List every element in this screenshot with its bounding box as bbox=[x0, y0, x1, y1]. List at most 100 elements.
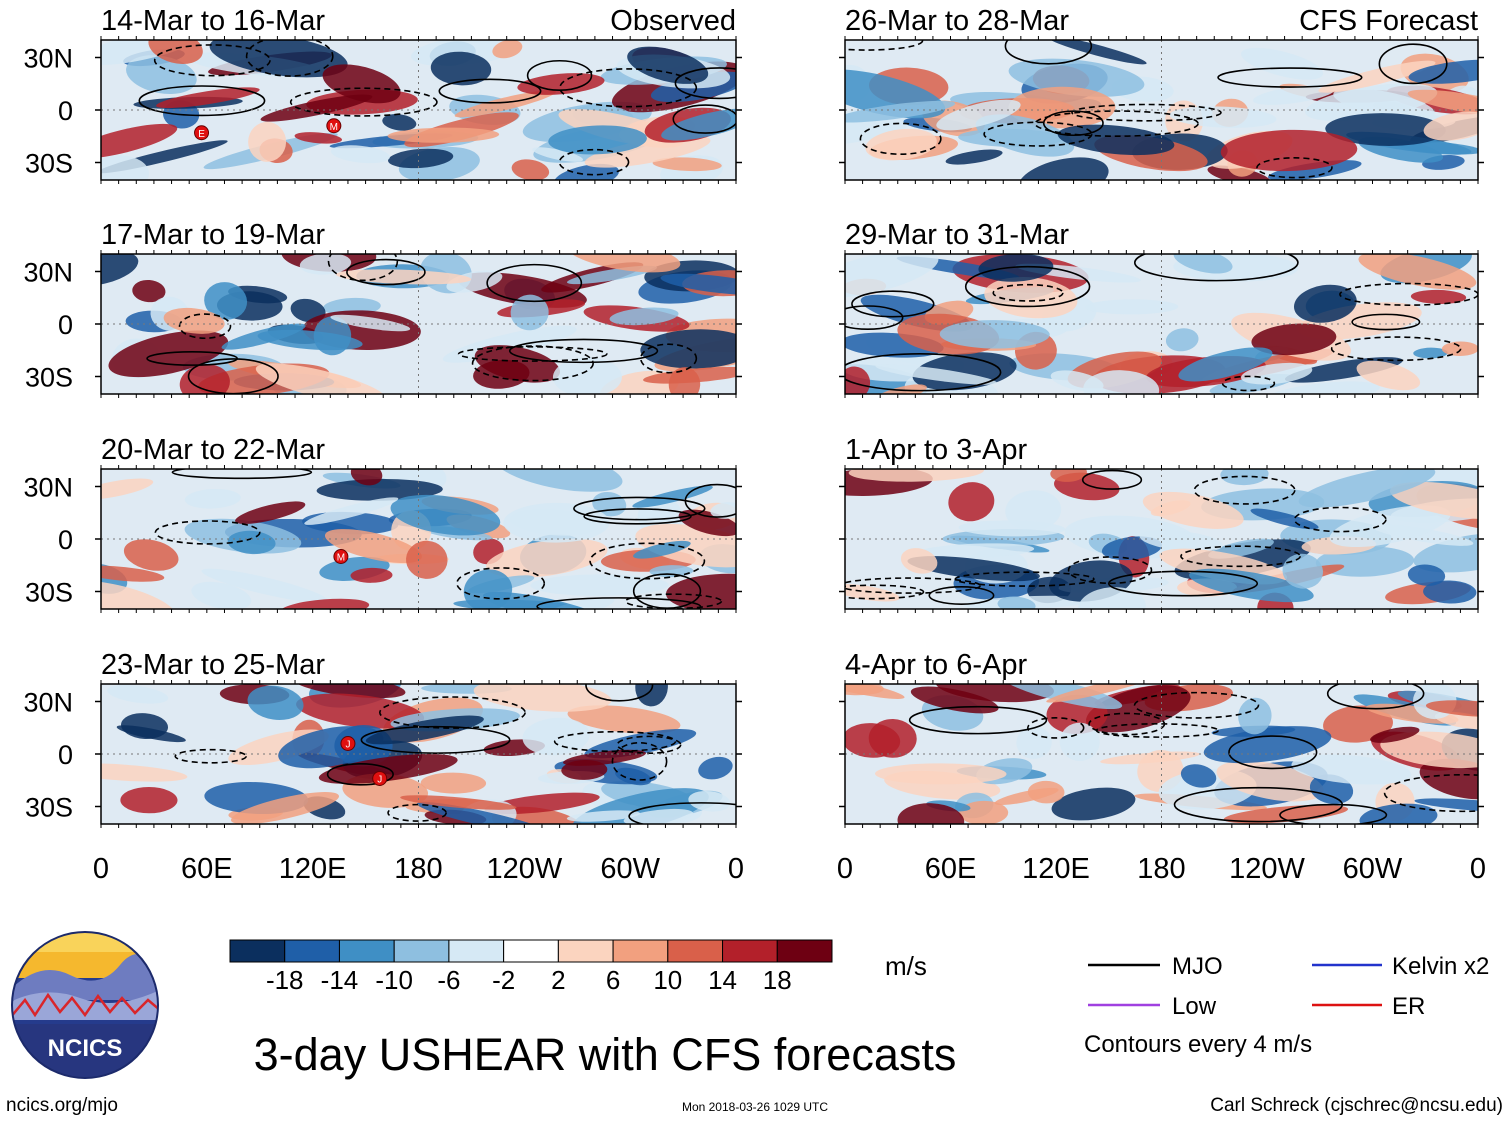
mjo-contour bbox=[526, 59, 593, 92]
storm-marker-label: J bbox=[377, 775, 382, 786]
mjo-contour bbox=[616, 735, 682, 755]
shear-blob bbox=[248, 121, 287, 162]
shear-blob bbox=[350, 567, 393, 583]
shear-blob bbox=[1005, 490, 1062, 531]
colorbar-swatch bbox=[557, 939, 614, 963]
mjo-contour bbox=[611, 741, 668, 781]
colorbar-label: 14 bbox=[708, 965, 737, 995]
shear-blob bbox=[1017, 157, 1109, 180]
shear-blob bbox=[845, 100, 956, 123]
shear-field bbox=[845, 254, 1478, 394]
panel-1-0: 26-Mar to 28-Mar CFS Forecast bbox=[839, 5, 1484, 184]
shear-blob bbox=[1050, 469, 1087, 482]
shear-blob bbox=[1180, 764, 1217, 788]
mjo-contour bbox=[859, 122, 942, 156]
shear-blob bbox=[875, 364, 997, 385]
shear-blob bbox=[897, 803, 965, 824]
mjo-contour bbox=[583, 508, 692, 525]
shear-field bbox=[101, 684, 736, 824]
mjo-contour bbox=[1027, 717, 1085, 739]
panel-title: 4-Apr to 6-Apr bbox=[845, 649, 1027, 681]
shear-blob bbox=[304, 497, 399, 525]
shear-blob bbox=[1027, 780, 1065, 804]
shear-blob bbox=[123, 539, 179, 571]
storm-marker-label: E bbox=[198, 129, 205, 140]
x-tick-label: 120E bbox=[279, 853, 347, 885]
x-tick-label: 60W bbox=[1343, 853, 1403, 885]
storm-marker-label: M bbox=[337, 553, 345, 564]
shear-blob bbox=[294, 132, 342, 144]
y-tick-label: 30N bbox=[23, 688, 73, 718]
shear-blob bbox=[566, 254, 681, 273]
y-tick-label: 30S bbox=[25, 149, 73, 179]
y-tick-label: 30S bbox=[25, 363, 73, 393]
storm-marker: M bbox=[326, 118, 342, 134]
shear-blob bbox=[522, 717, 590, 756]
mjo-contour bbox=[954, 571, 1095, 587]
panel-0-0: 30N 0 30S 14-Mar to 16-Mar Observed E M bbox=[23, 5, 742, 184]
shear-blob bbox=[614, 767, 652, 786]
colorbar-swatch bbox=[667, 939, 724, 963]
colorbar-label: -2 bbox=[492, 965, 515, 995]
shear-blob bbox=[1423, 580, 1477, 604]
shear-field bbox=[845, 469, 1478, 609]
colorbar-label: 10 bbox=[653, 965, 682, 995]
shear-blob bbox=[482, 591, 603, 609]
shear-field bbox=[101, 254, 736, 394]
mjo-contour bbox=[1034, 110, 1199, 137]
mjo-contour bbox=[138, 85, 266, 117]
colorbar-swatch bbox=[229, 939, 286, 963]
shear-blob bbox=[1293, 284, 1357, 323]
colorbar-label: 18 bbox=[763, 965, 792, 995]
shear-blob bbox=[640, 329, 736, 369]
website-link[interactable]: ncics.org/mjo bbox=[6, 1095, 118, 1116]
mjo-contour bbox=[559, 68, 698, 108]
shear-blob bbox=[101, 580, 178, 609]
shear-blob bbox=[116, 725, 186, 743]
panel-1-3: 4-Apr to 6-Apr bbox=[839, 649, 1484, 828]
shear-blob bbox=[511, 159, 550, 180]
mjo-contour bbox=[289, 87, 438, 117]
mjo-contour bbox=[379, 696, 526, 729]
mjo-contour bbox=[928, 586, 995, 606]
shear-blob bbox=[1165, 328, 1199, 352]
mjo-contour bbox=[672, 104, 736, 134]
y-tick-label: 0 bbox=[58, 310, 73, 340]
shear-blob bbox=[1380, 731, 1478, 769]
shear-blob bbox=[278, 726, 384, 769]
shear-blob bbox=[1223, 804, 1349, 824]
legend-label-kelvin: Kelvin x2 bbox=[1392, 953, 1489, 980]
shear-blob bbox=[1169, 106, 1277, 128]
mjo-contour bbox=[456, 567, 546, 600]
mjo-contour bbox=[1256, 157, 1333, 179]
colorbar-units: m/s bbox=[885, 951, 927, 981]
logo-text: NCICS bbox=[48, 1035, 123, 1062]
shear-blob bbox=[209, 40, 348, 78]
shear-blob bbox=[221, 323, 306, 350]
storm-marker: J bbox=[372, 771, 388, 786]
shear-blob bbox=[633, 540, 691, 559]
x-tick-label: 180 bbox=[394, 853, 442, 885]
shear-blob bbox=[584, 135, 711, 168]
x-tick-label: 60W bbox=[600, 853, 660, 885]
mjo-contour bbox=[851, 290, 935, 318]
legend-label-low: Low bbox=[1172, 993, 1217, 1020]
shear-blob bbox=[296, 693, 425, 729]
shear-blob bbox=[1370, 726, 1420, 743]
y-tick-label: 30N bbox=[23, 258, 73, 288]
shear-blob bbox=[1057, 124, 1175, 156]
shear-blob bbox=[936, 99, 1021, 131]
mjo-contour bbox=[471, 345, 594, 382]
mjo-contour bbox=[1330, 336, 1462, 362]
shear-blob bbox=[845, 584, 900, 602]
mjo-contour bbox=[1293, 506, 1387, 533]
shear-blob bbox=[1267, 160, 1362, 180]
shear-blob bbox=[566, 810, 641, 822]
shear-blob bbox=[486, 538, 608, 578]
shear-blob bbox=[1329, 505, 1451, 548]
x-tick-label: 120E bbox=[1022, 853, 1090, 885]
shear-blob bbox=[400, 795, 517, 810]
panel-title: 20-Mar to 22-Mar bbox=[101, 434, 325, 466]
shear-blob bbox=[609, 307, 679, 326]
panel-title: 17-Mar to 19-Mar bbox=[101, 219, 325, 251]
